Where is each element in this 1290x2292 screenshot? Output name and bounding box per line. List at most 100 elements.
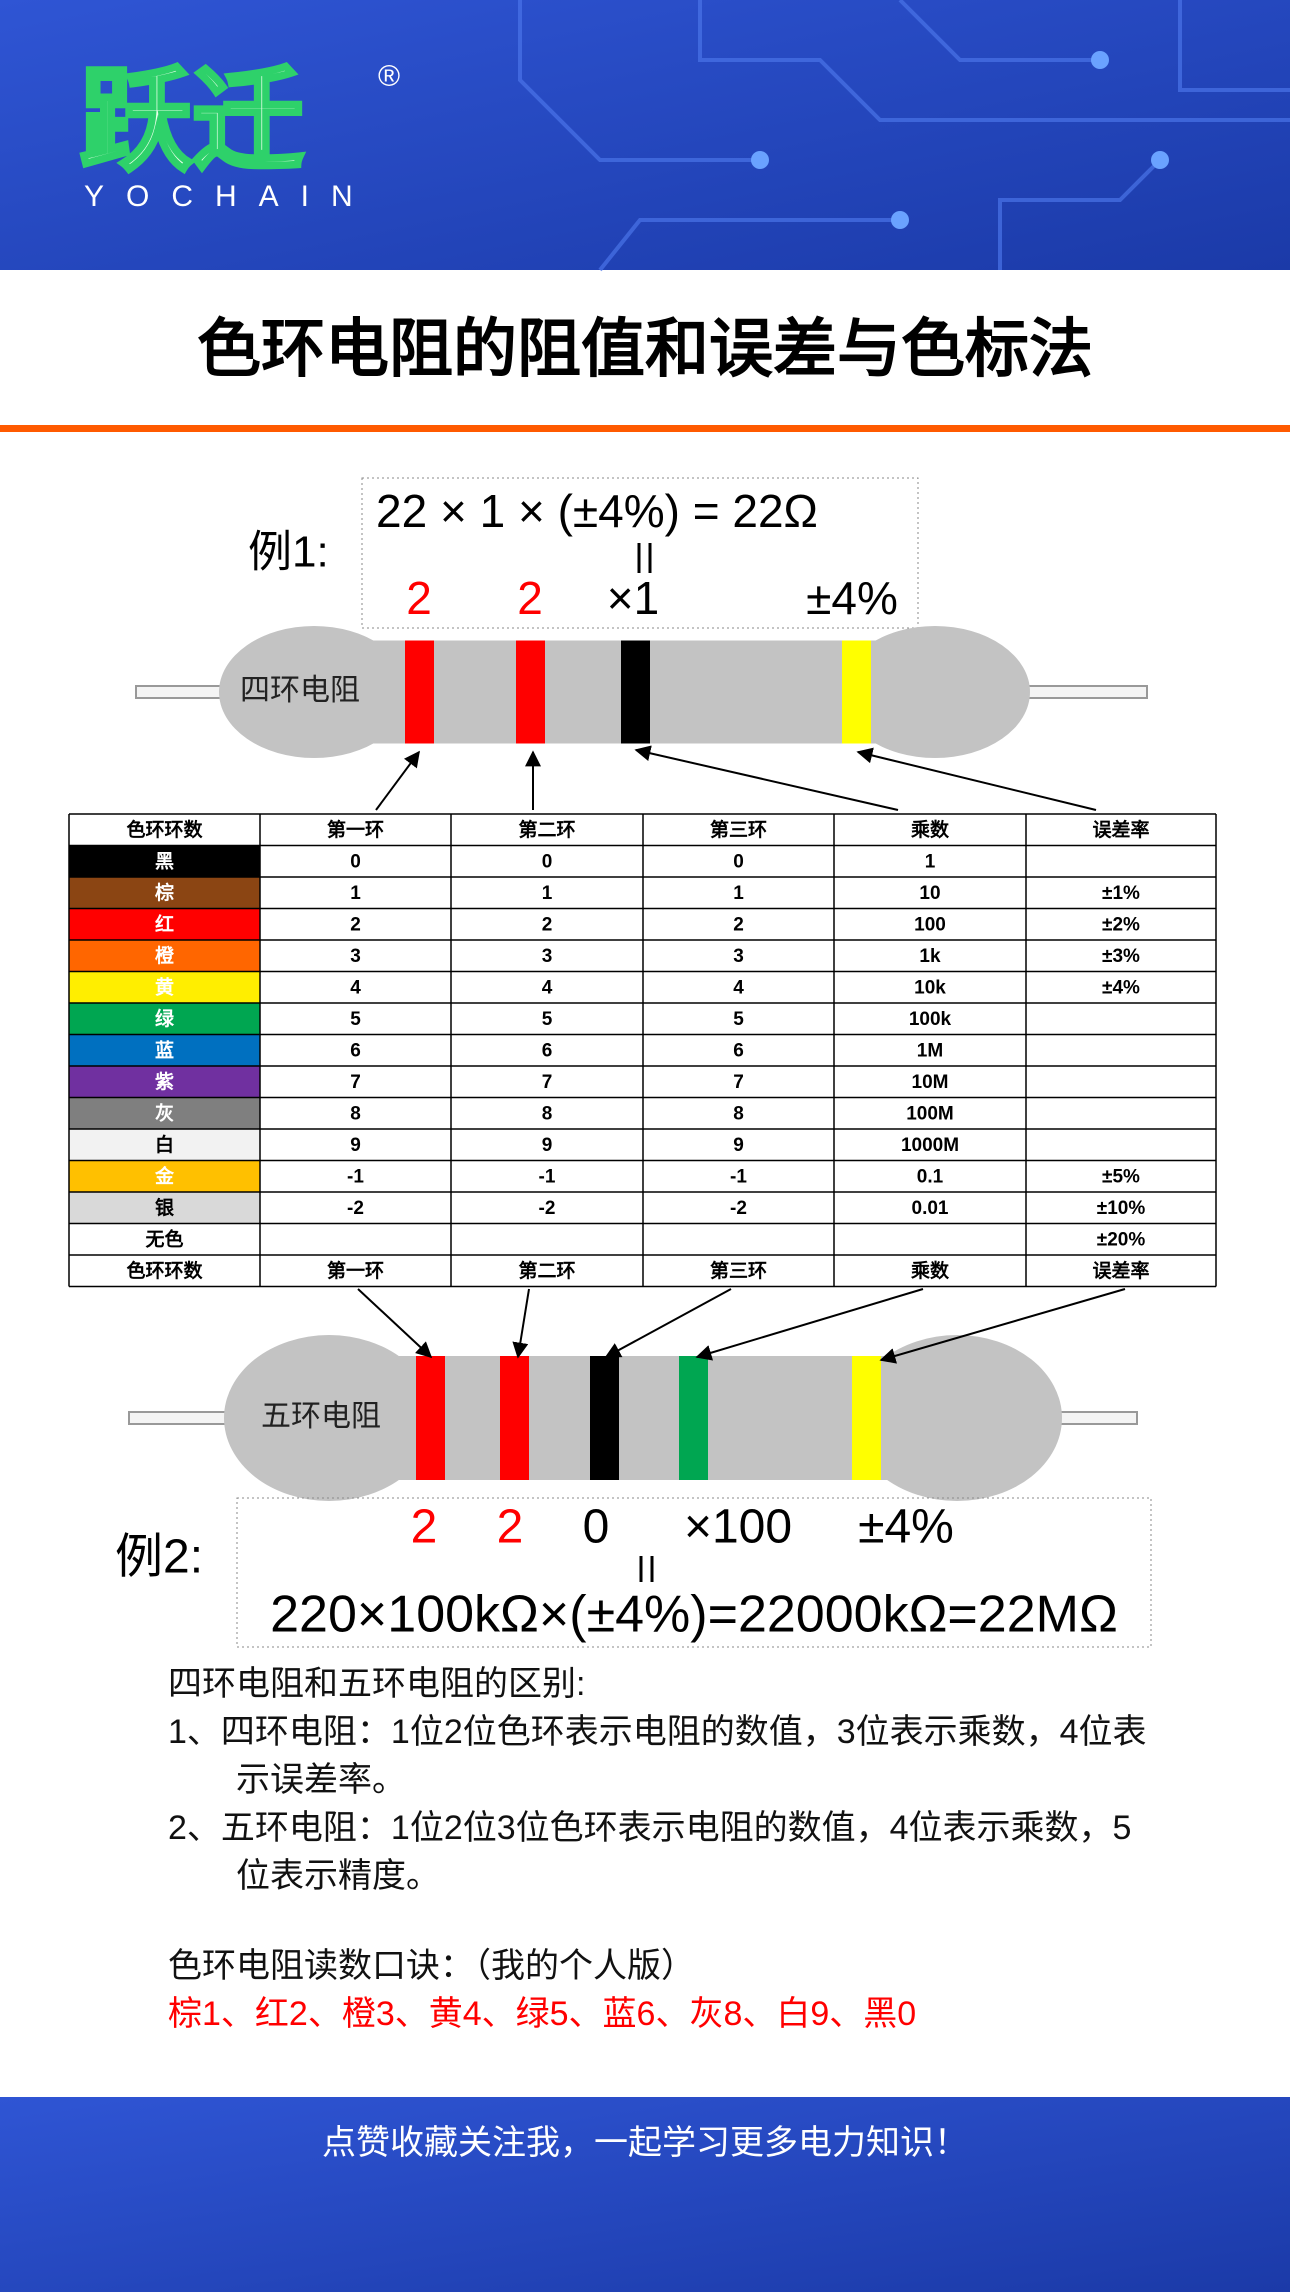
color-swatch xyxy=(69,877,260,909)
table-cell: 5 xyxy=(542,1009,553,1030)
example-formula: 22 × 1 × (±4%) = 22Ω xyxy=(376,485,818,537)
logo: 跃迁 xyxy=(80,59,304,184)
table-cell: 7 xyxy=(542,1072,553,1093)
table-cell: 1 xyxy=(350,883,361,904)
table-cell: 9 xyxy=(733,1135,744,1156)
example-digit: ±4% xyxy=(858,1501,954,1554)
example-digit: 2 xyxy=(406,572,432,624)
table-cell: 黑 xyxy=(155,850,174,872)
example-box xyxy=(236,1497,1152,1648)
pointer-arrow xyxy=(375,750,420,811)
example-label: 例1: xyxy=(248,528,329,577)
table-cell: 0 xyxy=(733,851,744,872)
table-cell: 紫 xyxy=(155,1071,174,1093)
pointer-arrow xyxy=(604,1288,732,1358)
table-cell: 10 xyxy=(919,883,940,904)
table-cell: 6 xyxy=(350,1040,361,1061)
circuit-dots xyxy=(751,51,1169,229)
table-cell: 色环环数 xyxy=(126,818,203,841)
example-digit: 2 xyxy=(411,1501,438,1554)
table-cell: 2 xyxy=(542,914,553,935)
table-cell: 6 xyxy=(733,1040,744,1061)
table-cell: 8 xyxy=(542,1103,553,1124)
table-cell: 第三环 xyxy=(710,1259,767,1282)
example-digit: ×100 xyxy=(684,1501,792,1554)
table-cell: 10M xyxy=(912,1072,949,1093)
table-cell: 9 xyxy=(542,1135,553,1156)
title-rule xyxy=(0,425,1290,432)
table-cell: 0 xyxy=(542,851,553,872)
table-cell: 色环环数 xyxy=(126,1259,203,1282)
pointer-arrow xyxy=(512,1288,530,1359)
table-cell: 7 xyxy=(350,1072,361,1093)
table-cell: 1 xyxy=(542,883,553,904)
circuit-pattern xyxy=(518,0,1290,272)
table-cell: 3 xyxy=(350,946,361,967)
table-cell: 灰 xyxy=(155,1101,174,1124)
pointer-arrow xyxy=(695,1288,924,1361)
table-cell: 第二环 xyxy=(518,818,575,841)
table-cell: 第一环 xyxy=(327,1259,384,1282)
color-band xyxy=(842,640,871,744)
title: 色环电阻的阻值和误差与色标法 xyxy=(197,313,1093,385)
table-cell: 6 xyxy=(542,1040,553,1061)
table-cell: 8 xyxy=(733,1103,744,1124)
table-cell: 100k xyxy=(909,1009,952,1030)
color-swatch xyxy=(69,908,260,940)
color-swatch xyxy=(69,1160,260,1192)
example-box xyxy=(361,477,919,629)
table-cell: ±1% xyxy=(1102,883,1140,904)
table-cell: 1 xyxy=(733,883,744,904)
header-band xyxy=(0,0,1290,270)
table-cell: 100M xyxy=(906,1103,954,1124)
example-digit: ×1 xyxy=(607,572,659,624)
table-cell: 9 xyxy=(350,1135,361,1156)
color-swatch xyxy=(69,1192,260,1224)
color-swatch xyxy=(69,1097,260,1129)
resistor-cap xyxy=(224,1335,434,1501)
resistor-cap xyxy=(219,626,409,758)
table-cell: 蓝 xyxy=(155,1038,174,1061)
color-swatch xyxy=(69,1066,260,1098)
table-cell: 2 xyxy=(350,914,361,935)
table-cell: 白 xyxy=(155,1133,174,1156)
color-swatch xyxy=(69,940,260,972)
mnemonic: 棕1、红2、橙3、黄4、绿5、蓝6、灰8、白9、黑0 xyxy=(168,1995,917,2033)
pointer-arrow xyxy=(357,1288,433,1359)
table-cell: 3 xyxy=(542,946,553,967)
example-digit: 0 xyxy=(583,1501,610,1554)
color-swatch xyxy=(69,1003,260,1035)
table-cell: 0.01 xyxy=(912,1198,949,1219)
table-cell: 4 xyxy=(733,977,744,998)
note-item: 2、五环电阻：1位2位3位色环表示电阻的数值，4位表示乘数，5位表示精度。 xyxy=(168,1809,1132,1895)
table-cell: ±5% xyxy=(1102,1166,1140,1187)
table-cell: 第三环 xyxy=(710,818,767,841)
color-swatch xyxy=(69,845,260,877)
table-cell: -2 xyxy=(539,1198,556,1219)
logo-registered: ® xyxy=(378,60,400,93)
table-cell: 无色 xyxy=(145,1227,183,1250)
color-band xyxy=(621,640,650,744)
table-cell: 5 xyxy=(733,1009,744,1030)
table-cell: 8 xyxy=(350,1103,361,1124)
table-cell: 第二环 xyxy=(518,1259,575,1282)
table-cell: 1 xyxy=(925,851,936,872)
table-cell: -1 xyxy=(539,1166,556,1187)
color-band xyxy=(405,640,434,744)
table-cell: 4 xyxy=(542,977,553,998)
example-formula: 220×100kΩ×(±4%)=22000kΩ=22MΩ xyxy=(270,1586,1118,1644)
example-digit: ±4% xyxy=(806,572,898,624)
table-cell: 金 xyxy=(154,1164,175,1187)
table-cell: 7 xyxy=(733,1072,744,1093)
table-cell: 5 xyxy=(350,1009,361,1030)
table-cell: 红 xyxy=(155,912,174,935)
color-band xyxy=(852,1356,881,1480)
resistor-label: 四环电阻 xyxy=(240,674,360,707)
pointer-arrow xyxy=(879,1288,1126,1364)
logo-sub: YOCHAIN xyxy=(84,180,375,213)
table-cell: 4 xyxy=(350,977,361,998)
notes-heading: 四环电阻和五环电阻的区别: xyxy=(168,1665,586,1703)
example-digit: 2 xyxy=(497,1501,524,1554)
